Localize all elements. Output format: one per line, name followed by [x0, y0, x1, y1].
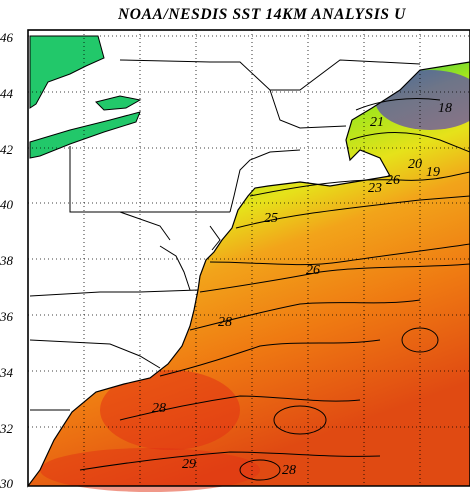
isotherm-label: 29 — [182, 457, 196, 472]
map-frame — [27, 29, 470, 487]
lake-small — [95, 95, 142, 111]
lat-label: 38 — [0, 253, 14, 268]
lake-huron-corner — [29, 35, 105, 109]
isotherm-label: 21 — [370, 115, 384, 130]
lat-label: 40 — [0, 197, 14, 212]
isotherm-label: 23 — [368, 181, 382, 196]
land — [27, 29, 470, 488]
isotherm-label: 20 — [408, 157, 422, 172]
isotherm-label: 28 — [218, 315, 232, 330]
isotherm-label: 26 — [306, 263, 320, 278]
lat-label: 36 — [0, 309, 14, 324]
isotherm-label: 28 — [282, 463, 296, 478]
isotherm-label: 19 — [426, 165, 440, 180]
isotherm-label: 18 — [438, 101, 452, 116]
isotherm-labels: 18 21 23 26 20 19 25 26 28 28 29 28 — [152, 101, 452, 478]
lat-label: 32 — [0, 421, 14, 436]
lat-label: 34 — [0, 365, 14, 380]
lat-label: 44 — [0, 86, 14, 101]
isotherm-label: 25 — [264, 211, 278, 226]
isotherm-label: 26 — [386, 173, 400, 188]
map-title: NOAA/NESDIS SST 14KM ANALYSIS U — [118, 6, 406, 23]
warm-core-south — [40, 448, 260, 492]
isotherm-label: 28 — [152, 401, 166, 416]
lat-label: 42 — [0, 142, 14, 157]
lake-ontario — [29, 111, 141, 159]
latitude-axis: 46 44 42 40 38 36 34 32 30 — [0, 30, 14, 491]
lat-label: 30 — [0, 476, 14, 491]
warm-core — [100, 370, 240, 450]
lat-label: 46 — [0, 30, 14, 45]
isotherms — [79, 98, 470, 481]
graticule — [28, 30, 470, 486]
